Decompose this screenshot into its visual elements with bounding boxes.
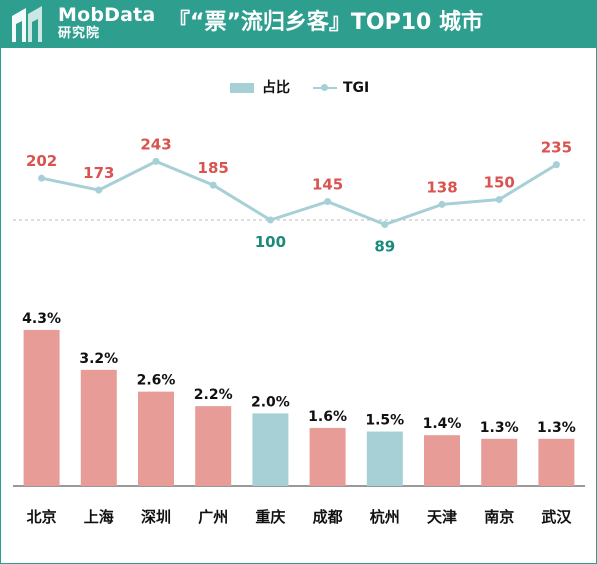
brand-name: MobData [58, 4, 156, 26]
bar-value-label: 4.3% [22, 311, 61, 327]
bar-上海 [80, 369, 117, 486]
legend-line-marker [321, 84, 328, 91]
tgi-point [95, 186, 103, 194]
bar-北京 [23, 329, 60, 486]
bar-深圳 [138, 391, 174, 486]
x-tick-label: 杭州 [370, 508, 400, 526]
bar-成都 [309, 427, 346, 486]
tgi-point [38, 174, 46, 182]
brand-subtitle: 研究院 [58, 26, 101, 41]
x-tick-label: 武汉 [541, 508, 572, 526]
tgi-value-label: 100 [255, 233, 286, 251]
x-tick-label: 成都 [313, 508, 343, 526]
bar-南京 [481, 438, 518, 486]
tgi-point [266, 216, 274, 224]
header-bar: MobData 研究院 『“票”流归乡客』TOP10 城市 [0, 0, 597, 48]
bar-value-label: 2.0% [251, 394, 290, 410]
tgi-point [152, 157, 160, 165]
bar-杭州 [366, 431, 403, 486]
tgi-point [438, 200, 446, 208]
tgi-value-label: 243 [140, 135, 171, 153]
bar-value-label: 1.5% [365, 413, 404, 429]
bar-天津 [424, 435, 460, 486]
bar-value-label: 1.3% [480, 420, 519, 436]
tgi-value-label: 202 [26, 152, 57, 170]
tgi-value-label: 150 [484, 174, 515, 192]
tgi-value-label: 138 [426, 178, 457, 196]
chart-title: 『“票”流归乡客』TOP10 城市 [168, 10, 484, 35]
bar-value-label: 1.6% [308, 409, 347, 425]
legend-line-label: TGI [343, 80, 370, 96]
tgi-point [495, 196, 503, 203]
tgi-value-label: 173 [83, 164, 114, 182]
tgi-value-label: 235 [541, 139, 572, 157]
bar-value-label: 1.3% [537, 420, 576, 436]
bar-value-label: 2.2% [194, 387, 233, 403]
x-tick-label: 天津 [427, 508, 457, 526]
legend-bar-swatch [230, 83, 254, 93]
bar-广州 [195, 406, 232, 486]
bar-value-label: 1.4% [423, 416, 462, 432]
bar-value-label: 3.2% [79, 351, 118, 367]
tgi-line [41, 159, 558, 227]
chart-legend: 占比 TGI [0, 78, 597, 98]
tgi-value-label: 185 [198, 159, 229, 177]
bar-value-label: 2.6% [137, 373, 176, 389]
tgi-value-label: 145 [312, 176, 343, 194]
tgi-value-label: 89 [374, 238, 395, 256]
x-tick-label: 上海 [84, 508, 114, 526]
legend-bar-label: 占比 [262, 80, 290, 96]
x-tick-label: 南京 [484, 508, 514, 526]
x-tick-label: 北京 [27, 508, 57, 526]
bar-武汉 [538, 438, 575, 486]
tgi-point [552, 161, 560, 169]
tgi-point [209, 181, 217, 189]
x-tick-label: 重庆 [255, 508, 285, 526]
bar-重庆 [252, 413, 289, 486]
x-tick-label: 广州 [198, 508, 228, 526]
mobdata-logo-icon [12, 6, 42, 42]
tgi-point [324, 198, 332, 206]
x-tick-label: 深圳 [141, 508, 171, 526]
tgi-point [381, 221, 389, 229]
